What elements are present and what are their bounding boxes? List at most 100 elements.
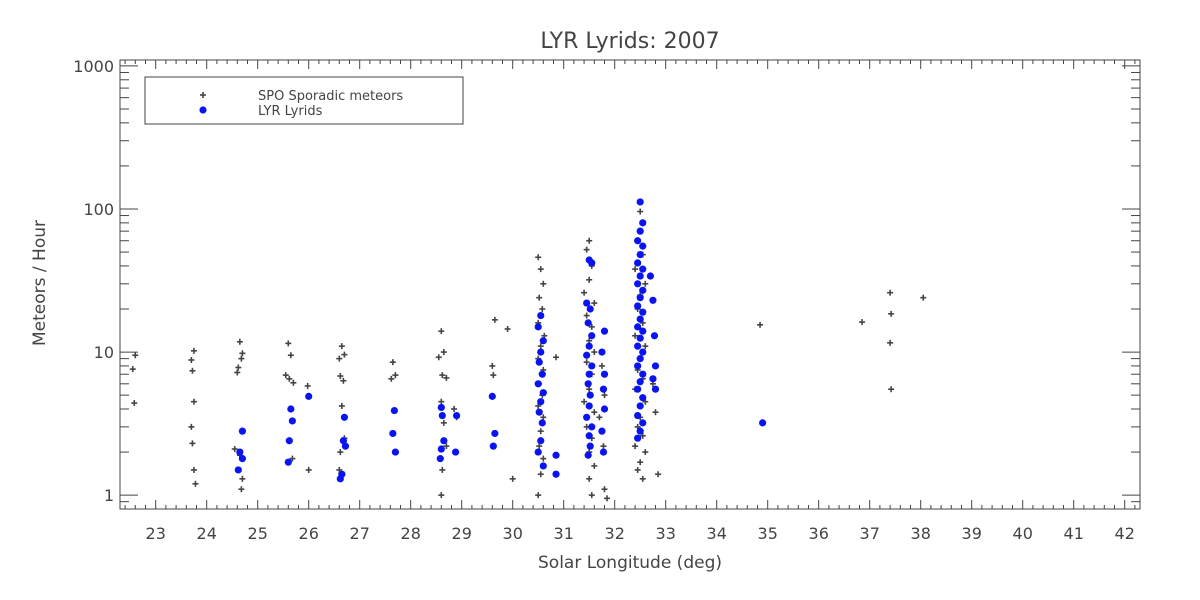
sporadic-point (537, 343, 544, 350)
lyrid-point (336, 475, 344, 483)
x-tick-label: 33 (656, 524, 676, 543)
lyrid-point (288, 417, 296, 425)
lyrid-point (650, 332, 659, 340)
sporadic-point (235, 364, 242, 371)
lyrid-point (639, 242, 647, 250)
sporadic-point (443, 443, 450, 450)
lyrid-point (651, 362, 660, 370)
x-tick-label: 40 (1013, 524, 1033, 543)
lyrid-point (634, 434, 642, 442)
sporadic-point (536, 443, 543, 450)
sporadic-point (236, 338, 243, 345)
sporadic-point (305, 466, 312, 473)
lyrid-point (238, 427, 246, 435)
lyrid-point (639, 394, 647, 402)
sporadic-point (129, 366, 136, 373)
lyrid-point (639, 419, 647, 427)
lyrid-point (634, 280, 642, 288)
sporadic-point (438, 492, 445, 499)
lyrid-point (234, 466, 242, 474)
lyrid-point (636, 315, 644, 323)
lyrid-point (639, 308, 647, 316)
sporadic-point (632, 443, 639, 450)
lyrid-point (636, 294, 644, 302)
sporadic-point (189, 440, 196, 447)
sporadic-point (642, 343, 649, 350)
lyrid-point (437, 445, 445, 453)
sporadic-point (439, 372, 446, 379)
sporadic-point (287, 352, 294, 359)
sporadic-point (604, 495, 611, 502)
lyrid-point (636, 378, 644, 386)
x-tick-label: 25 (248, 524, 268, 543)
lyrid-point (539, 337, 547, 345)
sporadic-point (591, 409, 598, 416)
lyrid-point (634, 342, 642, 350)
lyrid-point (651, 385, 660, 393)
chart-title: LYR Lyrids: 2007 (540, 29, 719, 54)
lyrid-point (588, 332, 596, 340)
lyrid-point (588, 362, 596, 370)
x-tick-label: 30 (503, 524, 523, 543)
sporadic-point (336, 355, 343, 362)
sporadic-point (392, 372, 399, 379)
sporadic-point (234, 369, 241, 376)
sporadic-point (586, 276, 593, 283)
x-tick-label: 26 (299, 524, 319, 543)
sporadic-point (757, 321, 764, 328)
lyrid-point (535, 408, 543, 416)
sporadic-point (536, 294, 543, 301)
sporadic-point (190, 347, 197, 354)
lyrid-point (639, 348, 647, 356)
lyrid-point (287, 405, 295, 413)
sporadic-point (132, 352, 139, 359)
lyrid-point (552, 451, 560, 459)
sporadic-point (888, 310, 895, 317)
sporadic-point (337, 449, 344, 456)
sporadic-point (632, 266, 639, 273)
lyrid-point (340, 413, 348, 421)
lyrid-point (438, 411, 446, 420)
lyrid-point (649, 296, 657, 304)
sporadic-point (553, 354, 560, 361)
sporadic-point (642, 280, 649, 287)
lyrid-point (534, 380, 542, 388)
x-tick-label: 39 (962, 524, 982, 543)
sporadic-point (451, 405, 458, 412)
sporadic-point (239, 350, 246, 357)
lyrid-point (639, 286, 647, 294)
x-tick-label: 31 (554, 524, 574, 543)
lyrid-point (639, 265, 647, 273)
lyrid-point (636, 250, 644, 259)
x-tick-label: 36 (809, 524, 829, 543)
sporadic-point (440, 349, 447, 356)
x-tick-label: 23 (146, 524, 166, 543)
sporadic-point (304, 382, 311, 389)
sporadic-point (600, 443, 607, 450)
lyrid-point (598, 348, 606, 356)
sporadic-point (639, 432, 646, 439)
lyrid-point (586, 391, 594, 399)
sporadic-point (231, 446, 238, 453)
lyrid-point (636, 355, 644, 363)
sporadic-point (338, 402, 345, 409)
sporadic-point (655, 471, 662, 478)
lyrid-point (391, 448, 399, 456)
lyrid-point (586, 305, 594, 313)
sporadic-point (588, 492, 595, 499)
lyrid-point (636, 227, 644, 235)
sporadic-point (238, 486, 245, 493)
sporadic-point (537, 471, 544, 478)
sporadic-point (188, 357, 195, 364)
lyrid-point (488, 392, 496, 400)
lyrid-point (600, 327, 609, 335)
sporadic-point (189, 367, 196, 374)
sporadic-point (581, 289, 588, 296)
x-tick-label: 27 (350, 524, 370, 543)
sporadic-point (859, 319, 866, 326)
sporadic-point (591, 300, 598, 307)
x-tick-label: 28 (401, 524, 421, 543)
sporadic-point (540, 455, 547, 462)
lyrid-point (639, 327, 647, 335)
lyrid-point (634, 411, 642, 420)
